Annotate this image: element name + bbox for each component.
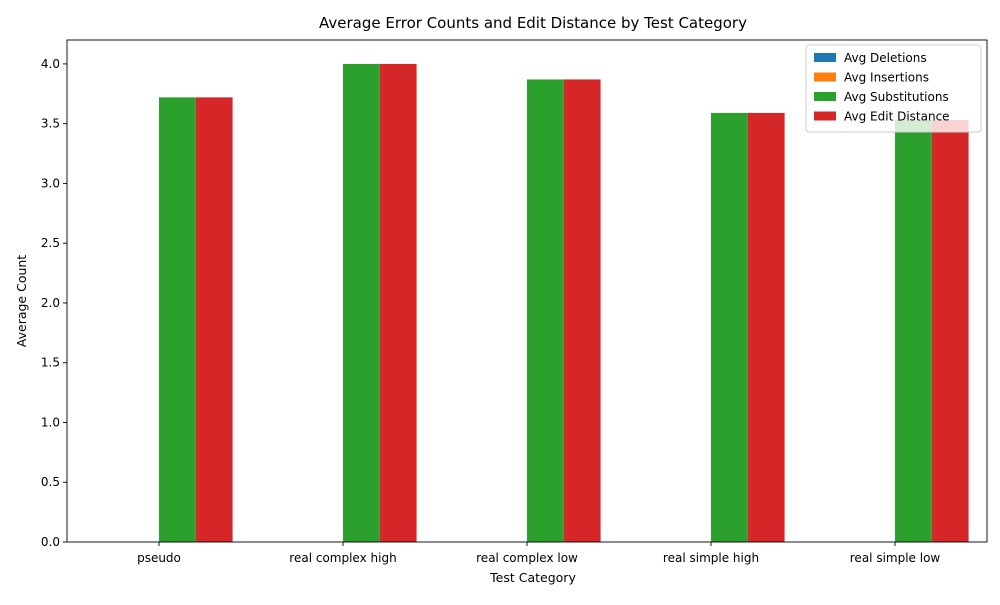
y-tick-label: 3.0 [41,176,60,190]
legend-swatch [814,53,836,62]
y-tick-label: 0.5 [41,475,60,489]
y-tick-label: 0.0 [41,535,60,549]
bar [379,63,417,543]
x-tick-label: pseudo [137,551,181,565]
bar [563,79,601,542]
legend-label: Avg Substitutions [844,90,949,104]
bar [895,120,932,542]
legend-label: Avg Insertions [844,71,929,85]
y-tick-label: 2.0 [41,296,60,310]
chart-title: Average Error Counts and Edit Distance b… [319,14,747,32]
y-axis-label: Average Count [14,255,29,348]
bar [159,97,196,542]
x-tick-label: real simple high [663,551,759,565]
bar [711,112,748,543]
legend-swatch [814,111,836,121]
y-tick-label: 4.0 [41,57,60,71]
x-axis-label: Test Category [489,570,576,585]
bar [527,79,564,542]
bar [343,63,380,543]
legend-box [805,44,982,133]
y-tick-label: 1.0 [41,415,60,429]
legend-swatch [814,72,836,82]
bar [195,97,233,542]
legend-swatch [814,92,836,101]
plot-area: 0.0 0.5 1.0 1.5 2.0 2.5 3.0 3.5 4.0 pseudo real co… [41,39,988,565]
y-tick-label: 2.5 [41,236,60,250]
legend-label: Avg Edit Distance [844,110,950,124]
legend: Avg Deletions Avg Insertions Avg Substitut… [805,44,982,133]
x-tick-label: real simple low [850,551,941,565]
bar [931,120,969,542]
x-tick-label: real complex low [476,551,578,565]
bar [747,112,785,543]
y-tick-label: 3.5 [41,117,60,131]
x-tick-label: real complex high [289,551,396,565]
y-tick-label: 1.5 [41,356,60,370]
legend-label: Avg Deletions [844,51,927,65]
